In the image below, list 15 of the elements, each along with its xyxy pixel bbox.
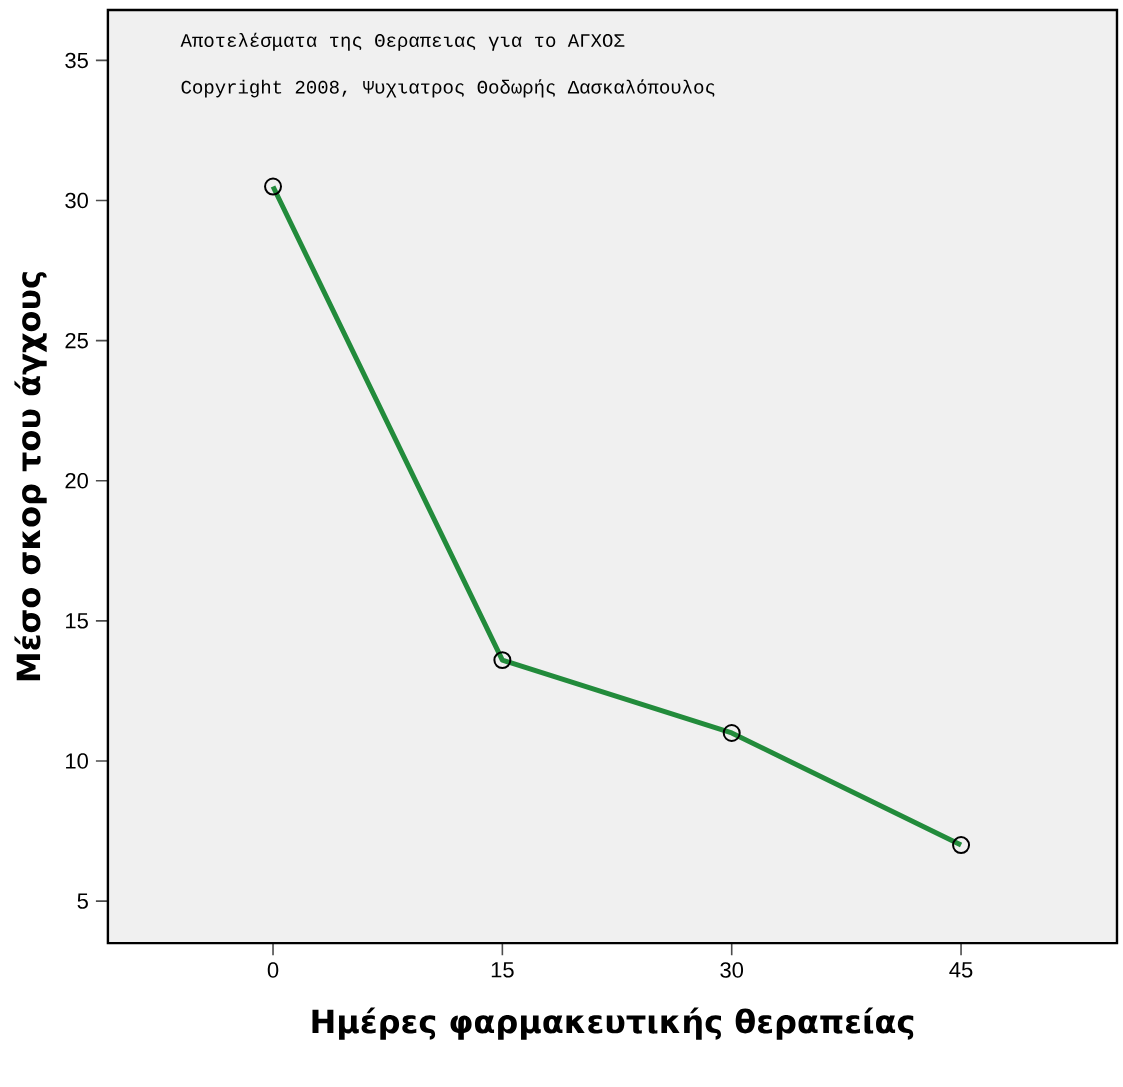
y-tick-label: 15: [66, 613, 88, 629]
y-axis-title: Μέσο σκορ του άγχους: [14, 272, 47, 681]
y-tick-label: 10: [66, 753, 88, 769]
x-axis-title: Ημέρες φαρμακευτικής θεραπείας: [312, 1007, 914, 1040]
y-tick-label: 30: [65, 192, 88, 209]
y-tick-label: 35: [65, 52, 88, 69]
x-tick-label: 45: [949, 962, 973, 978]
y-tick-label: 20: [65, 473, 88, 489]
x-tick-label: 30: [720, 962, 744, 978]
y-tick-label: 25: [65, 332, 88, 349]
x-tick-label: 15: [491, 962, 514, 978]
x-tick-label: 0: [267, 962, 279, 978]
y-tick-label: 5: [77, 893, 88, 909]
annotation: Copyright 2008, Ψυχιατρος Θοδωρής Δασκαλόπουλος: [181, 79, 715, 98]
annotation: Αποτελέσματα της Θεραπειας για το ΑΓΧΟΣ: [180, 32, 625, 51]
